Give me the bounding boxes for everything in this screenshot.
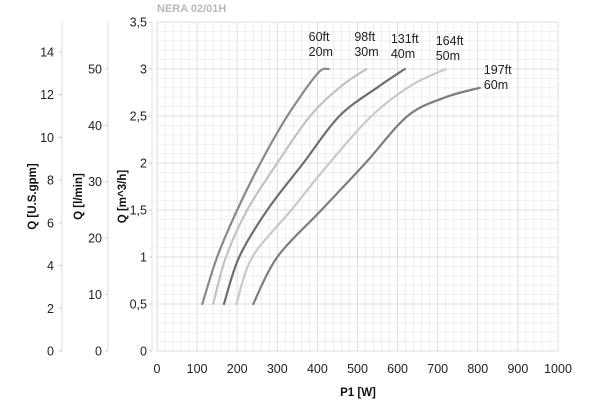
series-line-50m — [235, 67, 447, 306]
curve-label-ft: 60ft — [309, 30, 330, 44]
x-tick-label: 700 — [427, 362, 448, 376]
curve-label-ft: 98ft — [354, 30, 375, 44]
y-tick-label: 4 — [47, 259, 54, 273]
curve-label-ft: 197ft — [484, 63, 512, 77]
y-tick-label: 30 — [88, 175, 102, 189]
curve-label-m: 60m — [484, 78, 508, 92]
series-line-60m — [252, 86, 481, 306]
y-tick-label: 1 — [140, 251, 147, 265]
y-tick-label: 0 — [140, 345, 147, 359]
x-tick-label: 300 — [267, 362, 288, 376]
curve-label-m: 40m — [391, 47, 415, 61]
y-tick-label: 6 — [47, 216, 54, 230]
y-axis-title: Q [l/min] — [73, 173, 85, 220]
y-tick-label: 0 — [95, 345, 102, 359]
x-tick-label: 800 — [467, 362, 488, 376]
x-axis-title: P1 [W] — [340, 387, 376, 399]
y-tick-label: 40 — [88, 119, 102, 133]
curve-label-m: 50m — [436, 49, 460, 63]
y-tick-label: 1,5 — [130, 204, 147, 218]
y-tick-label: 2 — [140, 157, 147, 171]
y-tick-label: 3 — [140, 63, 147, 77]
y-axis-title: Q [m^3/h] — [117, 170, 129, 224]
y-tick-label: 10 — [88, 288, 102, 302]
x-tick-label: 600 — [387, 362, 408, 376]
x-tick-label: 200 — [227, 362, 248, 376]
y-tick-label: 3,5 — [130, 16, 147, 30]
y-tick-label: 2 — [47, 302, 54, 316]
series-group — [201, 67, 481, 306]
x-tick-label: 100 — [187, 362, 208, 376]
x-axis-ticks: 0 100 200 300 400 500 600 700 800 900 1000 — [154, 362, 572, 376]
grid — [156, 21, 559, 352]
curve-label-ft: 164ft — [436, 34, 464, 48]
curve-label-ft: 131ft — [391, 32, 419, 46]
y-tick-label: 10 — [40, 131, 54, 145]
x-tick-label: 400 — [307, 362, 328, 376]
x-tick-label: 0 — [154, 362, 161, 376]
y-tick-label: 0 — [47, 345, 54, 359]
y-tick-label: 50 — [88, 62, 102, 76]
curve-label-m: 30m — [354, 45, 378, 59]
series-line-20m — [201, 67, 330, 306]
y-tick-label: 0,5 — [130, 298, 147, 312]
y-tick-label: 20 — [88, 232, 102, 246]
y-tick-label: 14 — [40, 45, 54, 59]
series-line-40m — [222, 67, 406, 306]
x-tick-label: 500 — [347, 362, 368, 376]
curve-label-m: 20m — [309, 45, 333, 59]
series-line-30m — [212, 67, 368, 306]
y-tick-label: 12 — [40, 88, 54, 102]
x-tick-label: 1000 — [544, 362, 572, 376]
x-tick-label: 900 — [507, 362, 528, 376]
y-axis-title: Q [U.S.gpm] — [27, 163, 39, 230]
y-tick-label: 8 — [47, 174, 54, 188]
y-tick-label: 2,5 — [130, 110, 147, 124]
chart-header: NERA 02/01H — [157, 3, 226, 15]
